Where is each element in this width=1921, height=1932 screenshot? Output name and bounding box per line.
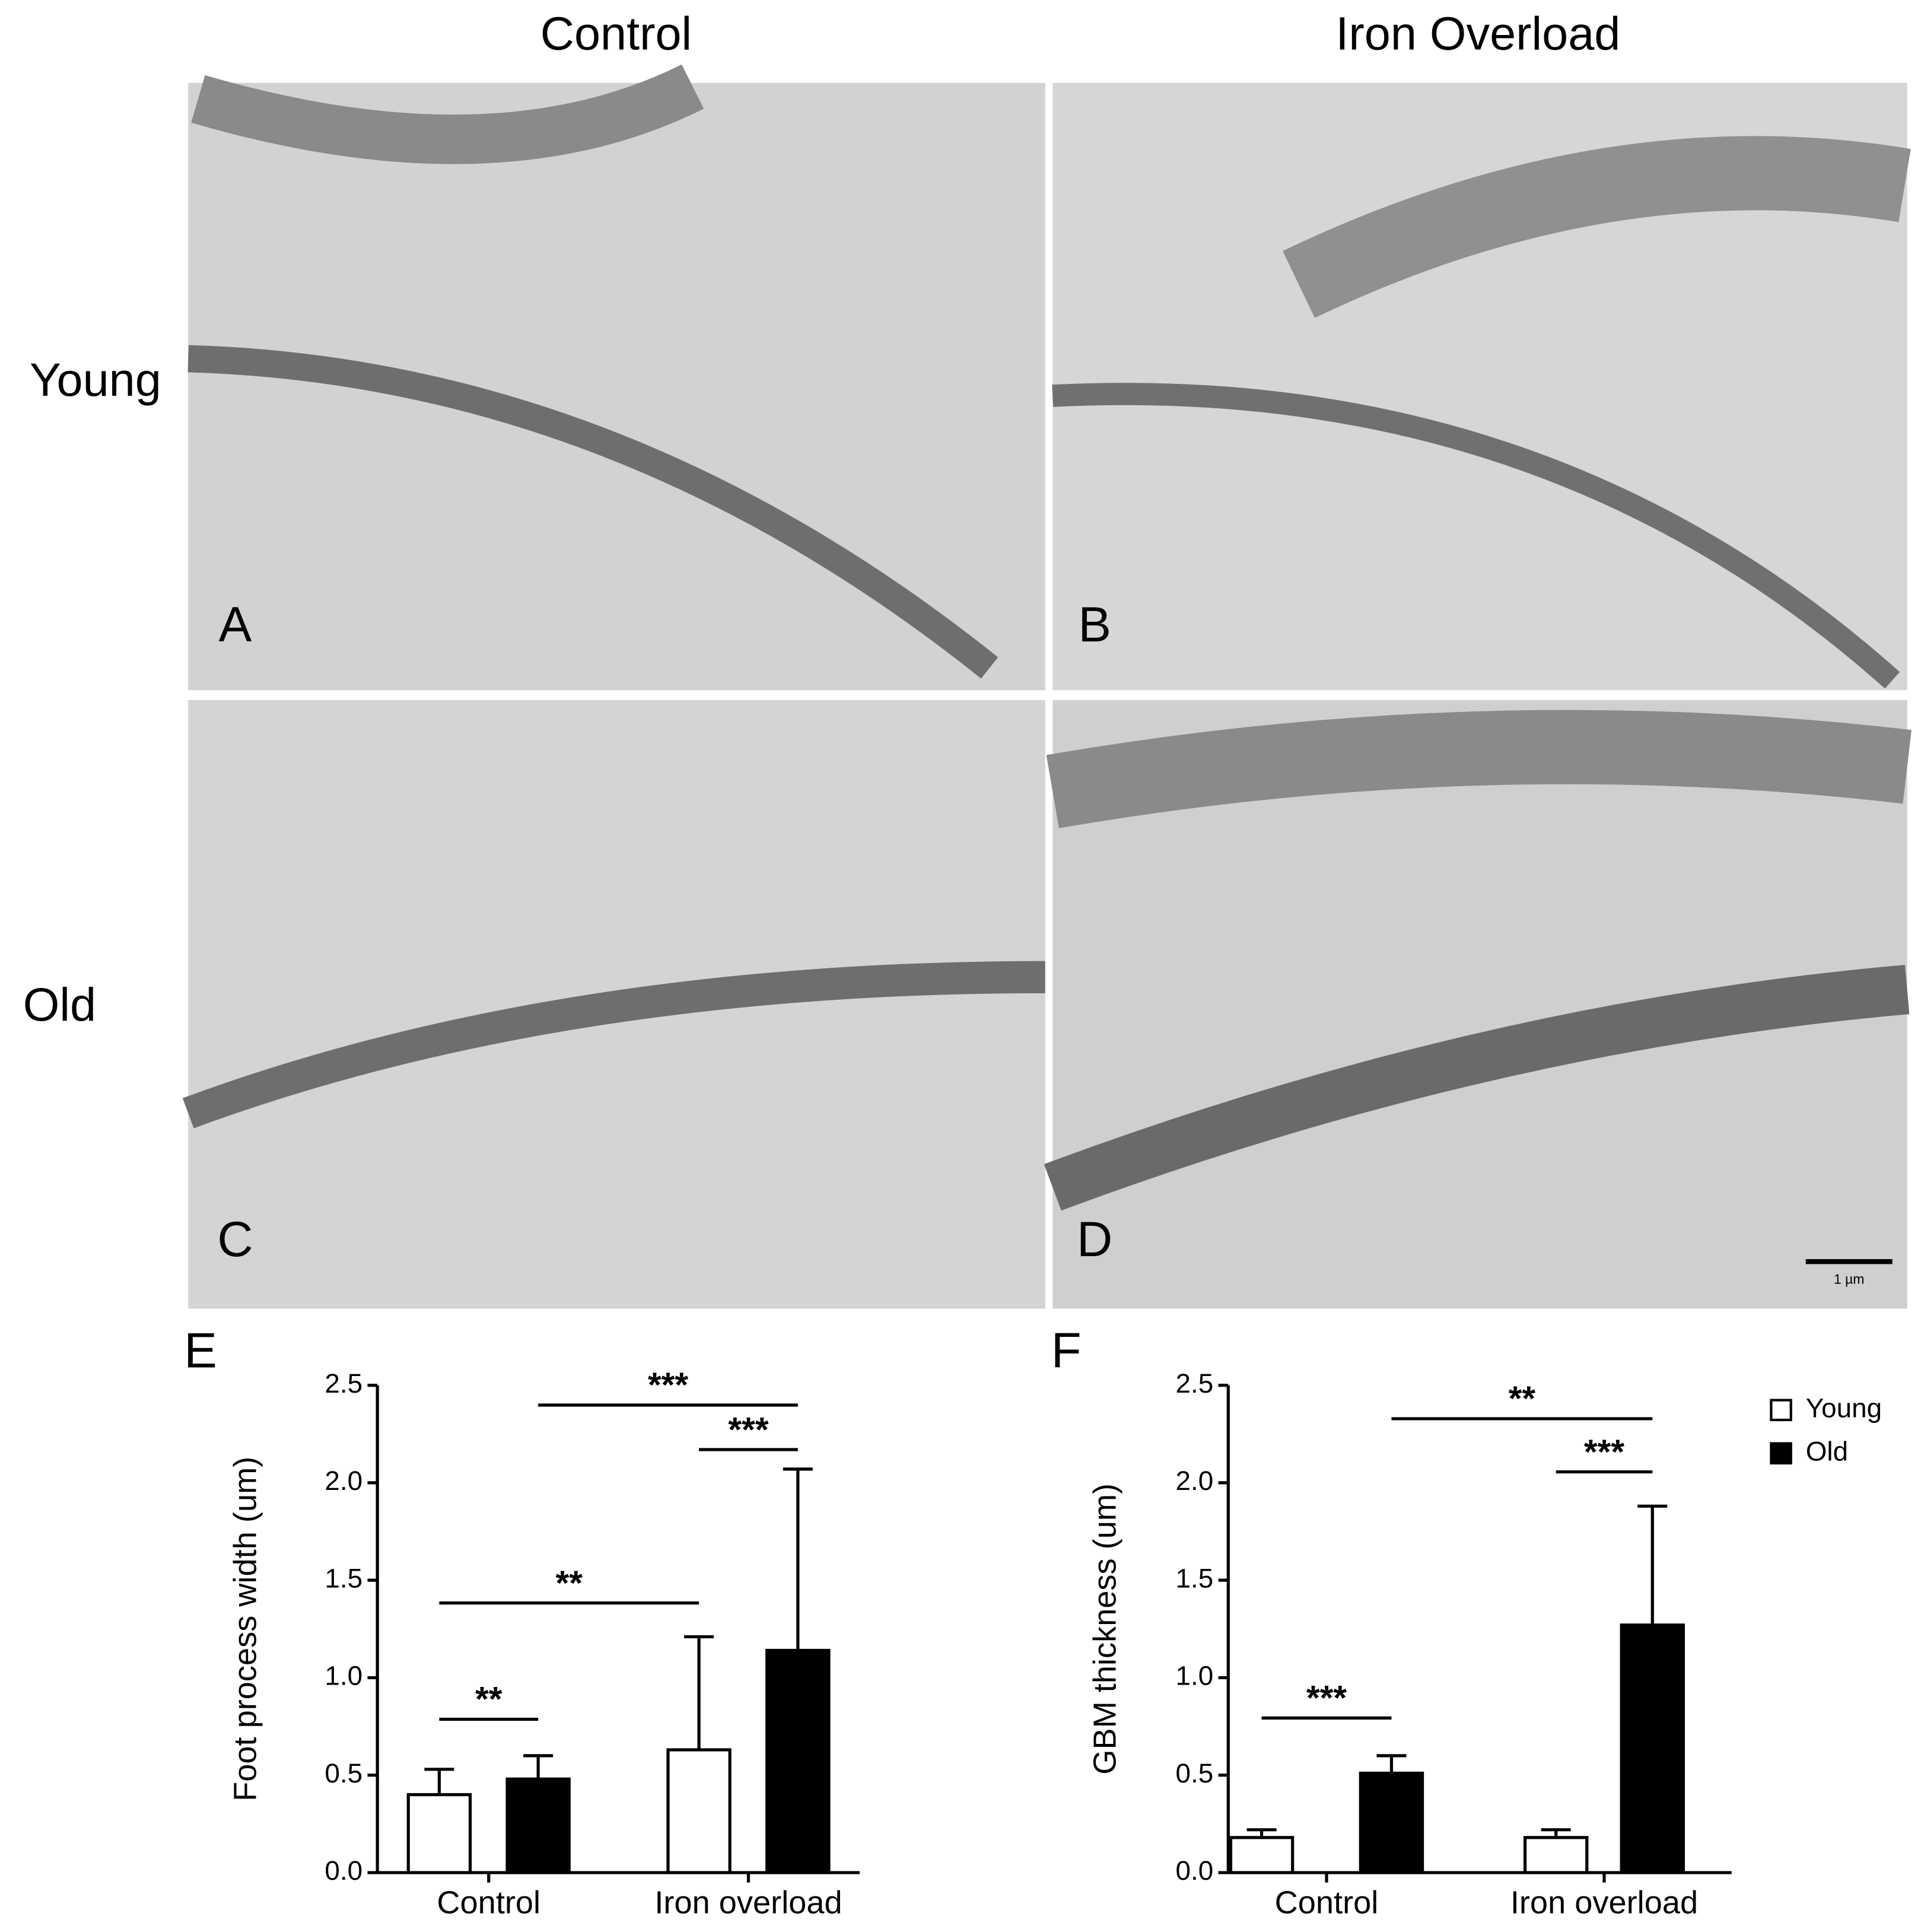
significance-label: ** <box>1509 1380 1536 1418</box>
legend-label: Young <box>1806 1392 1882 1423</box>
panel-label: B <box>1078 597 1111 652</box>
y-axis-label: GBM thickness (um) <box>1087 1483 1122 1775</box>
y-tick-label: 2.0 <box>1176 1465 1214 1496</box>
significance-label: *** <box>728 1410 768 1449</box>
panel-label: A <box>219 597 252 652</box>
micrographs <box>182 64 1912 1309</box>
y-axis-label: Foot process width (um) <box>228 1457 263 1801</box>
legend-swatch <box>1770 1442 1792 1465</box>
significance-label: *** <box>648 1366 688 1404</box>
significance-label: *** <box>1584 1433 1624 1472</box>
significance-label: ** <box>475 1680 502 1719</box>
x-tick-label: Iron overload <box>654 1885 842 1920</box>
cell <box>191 64 704 164</box>
panel-label: F <box>1051 1323 1082 1378</box>
y-tick-label: 1.5 <box>1176 1562 1214 1593</box>
membrane <box>1052 383 1900 689</box>
y-tick-label: 0.5 <box>325 1758 362 1788</box>
bar <box>666 1748 731 1874</box>
panel-label: E <box>184 1323 217 1378</box>
y-tick-label: 2.0 <box>325 1465 362 1496</box>
bar <box>1229 1836 1295 1874</box>
x-tick-label: Control <box>1275 1885 1379 1920</box>
panel-label: C <box>217 1212 253 1267</box>
y-tick-label: 0.0 <box>1176 1855 1214 1886</box>
x-tick-label: Iron overload <box>1510 1885 1698 1920</box>
legend-swatch <box>1770 1399 1792 1422</box>
bar <box>1620 1623 1685 1874</box>
y-tick-label: 0.0 <box>325 1855 362 1886</box>
y-tick-label: 1.0 <box>325 1660 362 1691</box>
y-tick-label: 0.5 <box>1176 1758 1214 1788</box>
scale-bar-label: 1 µm <box>1834 1272 1864 1287</box>
membrane <box>187 345 998 679</box>
bar <box>1359 1771 1424 1874</box>
bar <box>406 1793 472 1874</box>
bar <box>505 1777 571 1874</box>
bar <box>765 1648 831 1874</box>
column-title: Control <box>540 7 692 59</box>
y-tick-label: 2.5 <box>325 1368 362 1399</box>
membrane <box>1044 965 1910 1211</box>
panel-label: D <box>1077 1212 1112 1267</box>
bar <box>1523 1836 1589 1874</box>
y-tick-label: 1.0 <box>1176 1660 1214 1691</box>
cell <box>1046 710 1912 828</box>
column-title: Iron Overload <box>1335 7 1620 59</box>
significance-label: *** <box>1306 1679 1347 1718</box>
y-tick-label: 1.5 <box>325 1562 362 1593</box>
row-title: Young <box>30 353 161 406</box>
membrane <box>182 961 1045 1129</box>
x-tick-label: Control <box>437 1885 540 1920</box>
significance-label: ** <box>556 1564 583 1603</box>
cell <box>1283 136 1911 318</box>
row-title: Old <box>23 978 96 1031</box>
y-tick-label: 2.5 <box>1176 1368 1214 1399</box>
legend-label: Old <box>1806 1435 1848 1466</box>
